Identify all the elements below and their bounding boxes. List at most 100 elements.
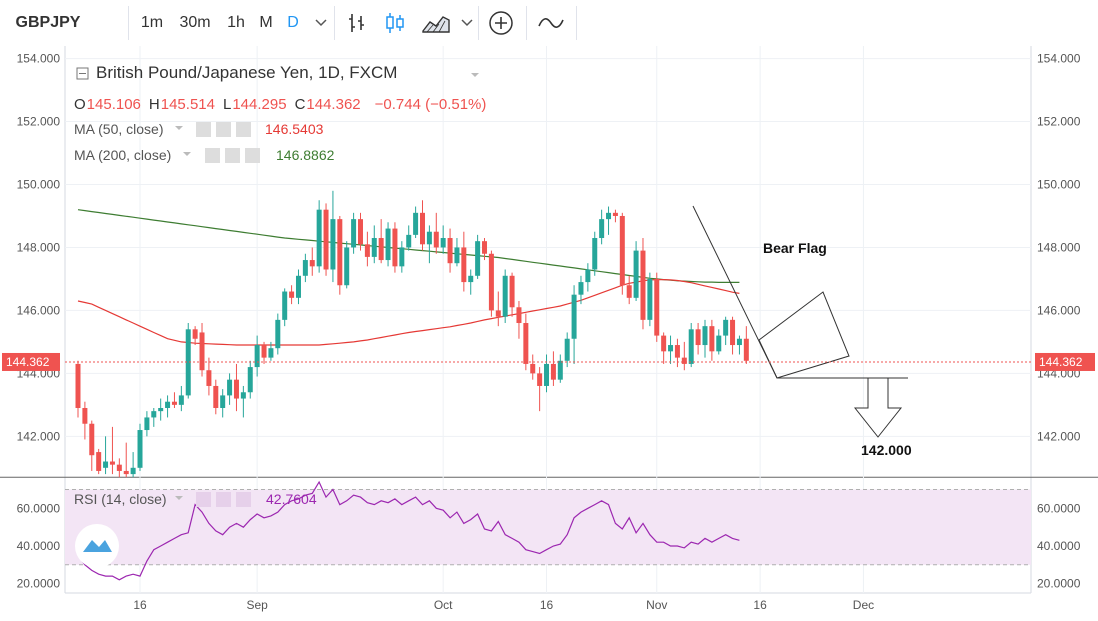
remove-icon[interactable] (236, 122, 251, 137)
candle-body (357, 219, 363, 245)
indicators-icon (538, 18, 564, 28)
rsi-axis-tick-left: 40.0000 (17, 539, 61, 553)
candle-body (337, 219, 343, 286)
area-style-icon (422, 16, 450, 33)
chart-style-dropdown[interactable] (458, 8, 476, 38)
open-value: 145.106 (87, 96, 141, 113)
price-axis-tick-right: 152.000 (1037, 115, 1081, 129)
candle-body (723, 319, 729, 336)
candle-body (447, 238, 453, 264)
candle-body (709, 326, 715, 352)
candle-body (647, 278, 653, 320)
candle-body (82, 407, 88, 424)
ma200-legend[interactable]: MA (200, close) 146.8862 (74, 147, 335, 163)
settings-icon[interactable] (216, 122, 231, 137)
visibility-icon[interactable] (196, 122, 211, 137)
candle-body (509, 275, 515, 308)
rsi-legend[interactable]: RSI (14, close) 42.7604 (74, 491, 317, 507)
interval-30m-button[interactable]: 30m (179, 14, 211, 31)
settings-icon[interactable] (225, 148, 240, 163)
toolbar-divider (128, 6, 129, 40)
candle-body (578, 282, 584, 295)
rsi-axis-tick-right: 20.0000 (1037, 577, 1081, 591)
candle-body (640, 250, 646, 320)
indicators-button[interactable] (534, 8, 568, 38)
candle-body (544, 363, 550, 386)
bars-style-button[interactable] (340, 8, 374, 38)
price-axis-tick-left: 154.000 (17, 52, 61, 66)
candle-body (633, 250, 639, 298)
time-axis-tick: 16 (753, 598, 767, 612)
chevron-down-icon[interactable] (471, 73, 479, 77)
candle-body (233, 379, 239, 399)
top-toolbar: GBPJPY 1m 30m 1h M D (0, 0, 1098, 47)
candle-body (495, 310, 501, 317)
toolbar-divider (526, 6, 527, 40)
close-label: C (295, 96, 306, 113)
bear-flag-label: Bear Flag (763, 240, 827, 256)
visibility-icon[interactable] (205, 148, 220, 163)
ma200-value: 146.8862 (276, 147, 335, 163)
candle-body (254, 345, 260, 368)
candle-body (213, 385, 219, 408)
remove-icon[interactable] (236, 492, 251, 507)
main-legend[interactable]: British Pound/Japanese Yen, 1D, FXCM O14… (74, 63, 486, 113)
candle-body (144, 417, 150, 431)
price-axis-tick-right: 154.000 (1037, 52, 1081, 66)
rsi-guides (65, 489, 1031, 566)
candle-body (626, 285, 632, 298)
candle-body (316, 209, 322, 267)
left-price-label-text: 144.362 (6, 355, 50, 369)
interval-1h-button[interactable]: 1h (227, 14, 245, 31)
candle-body (599, 219, 605, 239)
candle-body (130, 467, 136, 475)
candle-body (261, 345, 267, 358)
add-compare-button[interactable] (484, 8, 518, 38)
rsi-label: RSI (14, close) (74, 491, 167, 507)
interval-dropdown[interactable] (308, 8, 334, 38)
area-style-button[interactable] (416, 8, 456, 38)
open-label: O (74, 96, 86, 113)
chevron-down-icon[interactable] (175, 126, 183, 130)
series-title: British Pound/Japanese Yen, 1D, FXCM (96, 63, 397, 82)
ma50-legend[interactable]: MA (50, close) 146.5403 (74, 121, 324, 137)
candle-body (178, 395, 184, 405)
candle-body (433, 231, 439, 248)
candle-body (295, 275, 301, 298)
interval-day-button[interactable]: D (287, 14, 299, 31)
candle-body (502, 275, 508, 317)
symbol-label[interactable]: GBPJPY (15, 14, 81, 31)
candle-body (330, 219, 336, 270)
interval-month-button[interactable]: M (259, 14, 273, 31)
interval-1m-button[interactable]: 1m (140, 14, 164, 31)
candle-body (736, 338, 742, 346)
candle-body (468, 275, 474, 283)
candle-body (151, 411, 157, 418)
candles (75, 190, 749, 478)
candle-body (227, 379, 233, 396)
candle-body (171, 401, 177, 405)
chevron-down-icon[interactable] (183, 152, 191, 156)
left-price-label: 144.362 (2, 352, 60, 371)
remove-icon[interactable] (245, 148, 260, 163)
candle-body (537, 373, 543, 386)
time-axis-tick: Nov (646, 598, 667, 612)
candle-body (516, 307, 522, 324)
price-axis-tick-right: 142.000 (1037, 429, 1081, 443)
candles-style-icon (386, 13, 404, 33)
low-value: 144.295 (232, 96, 286, 113)
settings-icon[interactable] (216, 492, 231, 507)
chevron-down-icon[interactable] (175, 496, 183, 500)
candle-body (612, 212, 618, 216)
candles-style-button[interactable] (378, 8, 412, 38)
visibility-icon[interactable] (196, 492, 211, 507)
price-axis-tick-left: 148.000 (17, 240, 61, 254)
candle-body (289, 291, 295, 298)
candle-body (185, 329, 191, 396)
candle-body (426, 231, 432, 245)
candle-body (585, 269, 591, 283)
price-axis-tick-right: 148.000 (1037, 240, 1081, 254)
candle-body (557, 360, 563, 380)
candle-body (695, 329, 701, 346)
